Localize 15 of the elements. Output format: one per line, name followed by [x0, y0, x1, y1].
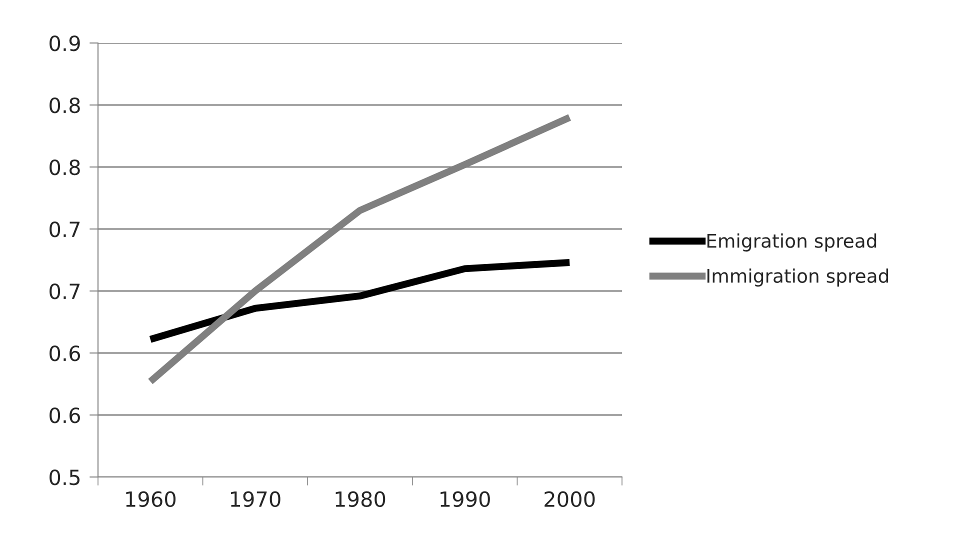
- y-tick-label: 0.6: [50, 407, 80, 424]
- y-tick-label: 0.7: [50, 283, 80, 300]
- x-tick-label: 1970: [230, 491, 280, 508]
- y-tick-label: 0.8: [50, 159, 80, 176]
- x-tick-label: 1990: [440, 491, 490, 508]
- x-tick-label: 1960: [126, 491, 176, 508]
- y-tick-label: 0.7: [50, 221, 80, 238]
- legend-label: Emigration spread: [707, 233, 876, 252]
- y-tick-label: 0.8: [50, 97, 80, 114]
- legend-label: Immigration spread: [707, 268, 888, 287]
- y-tick-label: 0.5: [50, 469, 80, 486]
- y-tick-label: 0.9: [50, 35, 80, 52]
- y-tick-label: 0.6: [50, 345, 80, 362]
- x-tick-label: 2000: [544, 491, 595, 508]
- x-tick-label: 1980: [336, 491, 386, 508]
